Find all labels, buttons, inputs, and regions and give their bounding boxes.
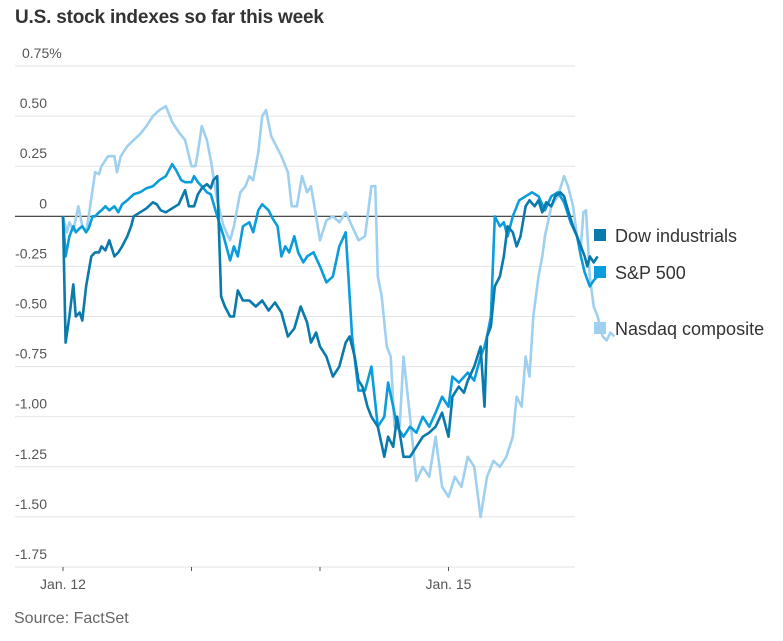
series-line-nasdaq-composite: [61, 104, 616, 519]
chart-title: U.S. stock indexes so far this week: [15, 7, 324, 28]
y-tick-label: -1.50: [15, 496, 47, 512]
x-tick-label: Jan. 15: [426, 576, 472, 592]
legend-item: S&P 500: [594, 263, 686, 283]
y-tick-label: -0.25: [15, 245, 47, 261]
series-line-s-p-500: [61, 162, 599, 438]
legend-item: Nasdaq composite: [594, 319, 764, 339]
source-note: Source: FactSet: [14, 610, 129, 627]
legend-label: Dow industrials: [615, 226, 737, 246]
x-tick-label: Jan. 12: [40, 576, 86, 592]
legend-swatch: [594, 266, 606, 278]
series-line-dow-industrials: [61, 174, 599, 459]
series-lines: [61, 104, 616, 519]
y-tick-label: 0.50: [20, 95, 47, 111]
legend-swatch: [594, 229, 606, 241]
y-tick-label: 0.25: [20, 145, 47, 161]
legend-label: Nasdaq composite: [615, 319, 764, 339]
legend-item: Dow industrials: [594, 226, 737, 246]
y-tick-label: -1.75: [15, 546, 47, 562]
legend-swatch: [594, 322, 606, 334]
legend-label: S&P 500: [615, 263, 686, 283]
y-tick-label: -1.25: [15, 446, 47, 462]
y-tick-label: -0.75: [15, 346, 47, 362]
x-axis: Jan. 12 Jan. 15: [40, 567, 472, 592]
y-tick-label: 0.75%: [22, 45, 62, 61]
y-tick-label: -0.50: [15, 296, 47, 312]
y-tick-label: 0: [39, 195, 47, 211]
legend: Dow industrials S&P 500 Nasdaq composite: [594, 226, 764, 339]
y-tick-label: -1.00: [15, 396, 47, 412]
y-axis-ticks: 0.75% 0.50 0.25 0 -0.25 -0.50 -0.75 -1.00 -1.25 -…: [15, 45, 62, 562]
